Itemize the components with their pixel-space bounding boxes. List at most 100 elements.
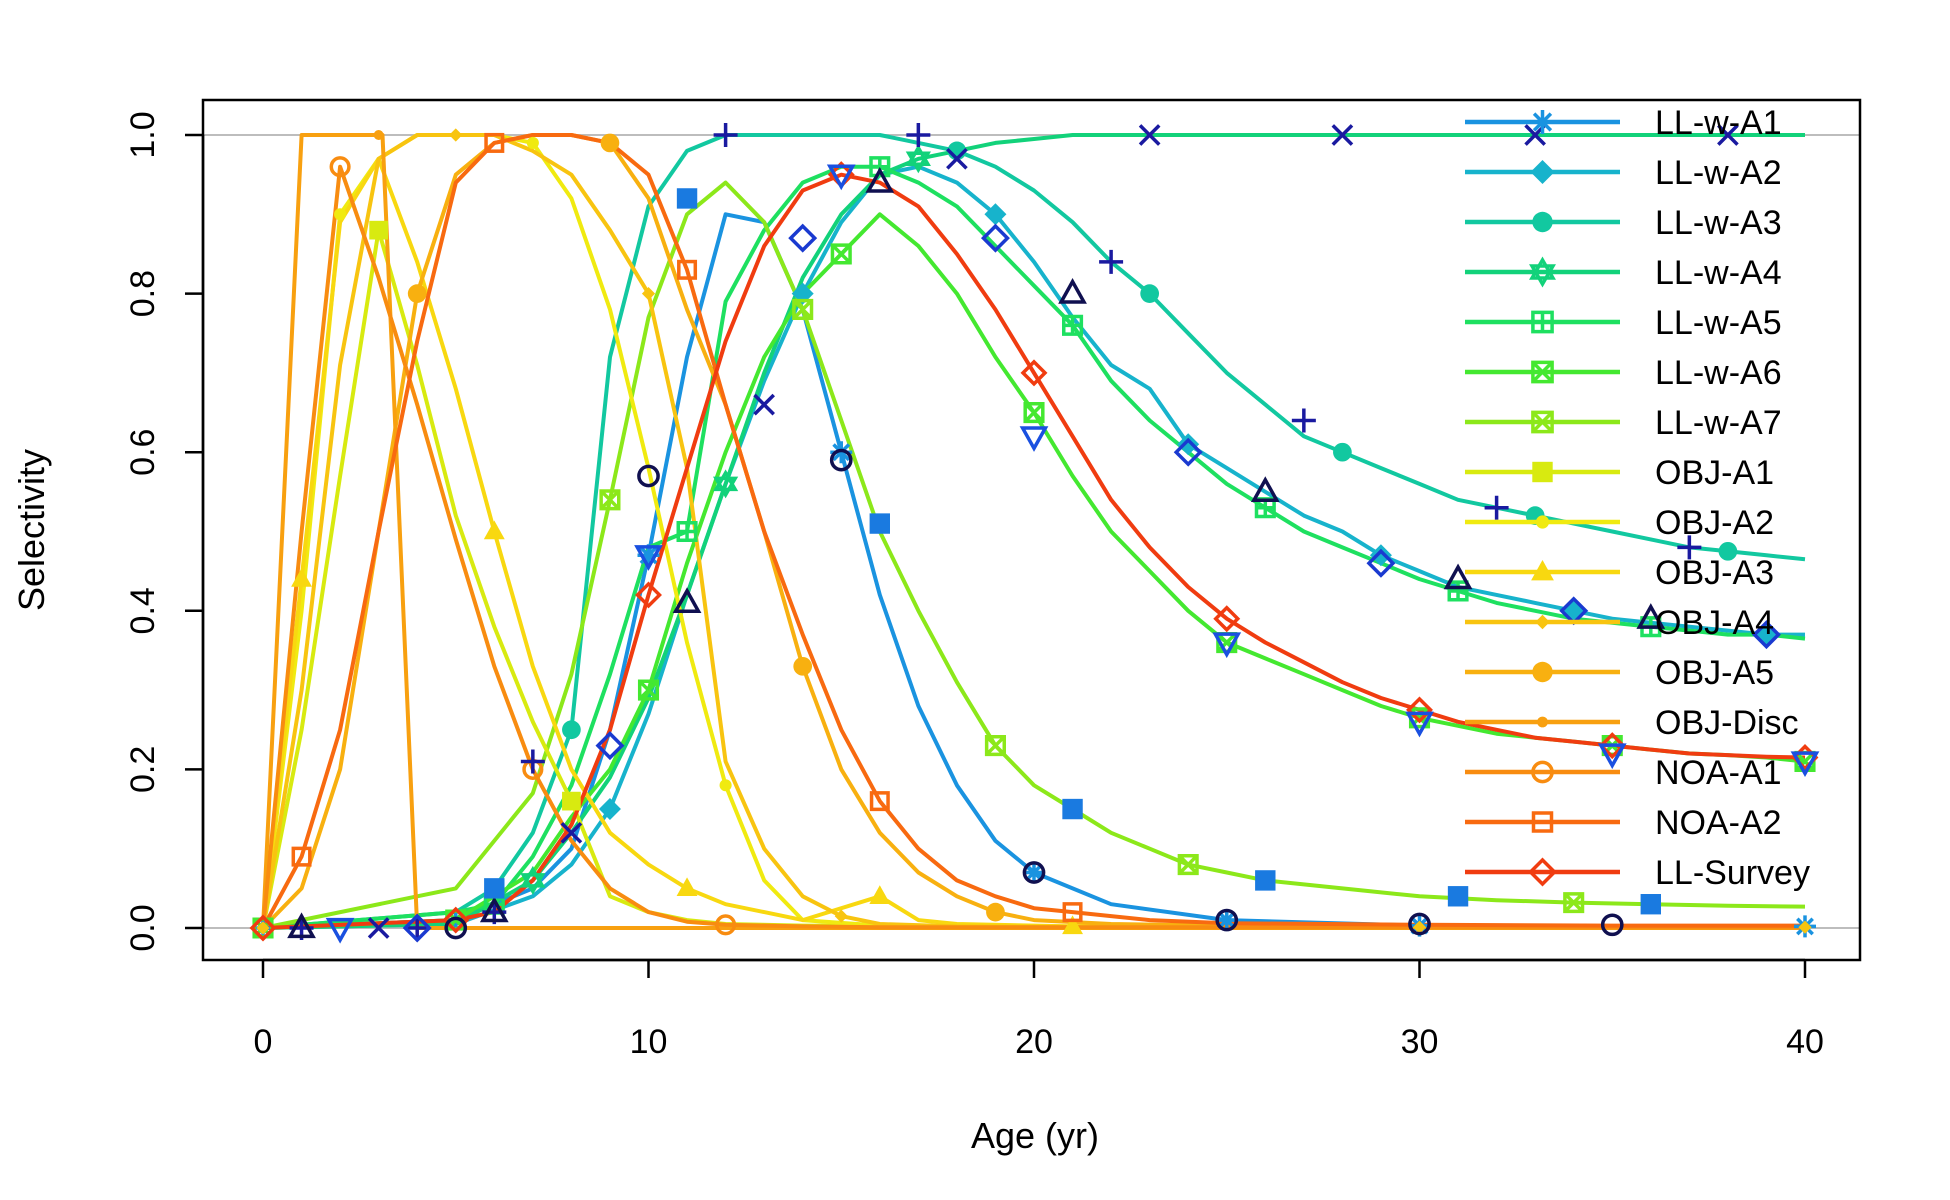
data-point — [637, 544, 660, 567]
legend-marker — [1531, 560, 1554, 581]
legend-label: OBJ-Disc — [1655, 704, 1799, 742]
overlay-point — [1751, 620, 1781, 650]
overlay-circle-open-3 — [444, 448, 1624, 940]
series-markers-obj-a1 — [369, 220, 581, 811]
data-point — [249, 914, 277, 942]
data-point — [329, 156, 351, 178]
overlay-point — [1058, 278, 1087, 304]
data-point — [792, 298, 814, 321]
legend-label: OBJ-A2 — [1655, 504, 1774, 542]
legend-label: OBJ-A3 — [1655, 554, 1774, 592]
y-tick-label: 0.8 — [124, 270, 162, 317]
series-line-ll-w-a5 — [262, 164, 1806, 930]
overlay-point — [1790, 751, 1820, 778]
overlay-point — [520, 749, 545, 774]
legend-marker — [1531, 811, 1554, 833]
overlay-point — [1640, 894, 1661, 915]
data-point — [1215, 909, 1238, 932]
data-point — [677, 259, 698, 280]
x-tick-label: 10 — [630, 1023, 668, 1061]
overlay-point — [560, 822, 583, 844]
x-tick-label: 20 — [1015, 1023, 1053, 1061]
series-line-ll-w-a2 — [262, 164, 1805, 930]
overlay-point — [287, 912, 316, 939]
y-axis: 0.0 0.2 0.4 0.6 0.8 1.0 — [124, 111, 205, 952]
legend-item-ll-w-a1: LL-w-A1 — [1465, 104, 1782, 142]
overlay-point — [1636, 603, 1666, 629]
legend-marker — [1531, 310, 1554, 334]
legend-label: LL-Survey — [1655, 854, 1810, 892]
legend-marker — [1530, 110, 1555, 134]
data-point — [520, 865, 546, 895]
data-point — [449, 128, 463, 142]
overlay-point — [869, 513, 890, 534]
overlay-point — [1255, 870, 1276, 891]
overlay-point — [1138, 124, 1161, 146]
x-tick-label: 30 — [1401, 1023, 1439, 1061]
legend-label: LL-w-A7 — [1655, 404, 1782, 442]
data-point — [256, 921, 270, 935]
data-point — [1062, 902, 1083, 923]
legend-item-obj-disc: OBJ-Disc — [1465, 704, 1799, 742]
overlay-point — [1443, 563, 1473, 590]
overlay-point — [1405, 711, 1434, 738]
data-point — [986, 902, 1005, 922]
legend-label: LL-w-A5 — [1655, 304, 1782, 342]
legend-marker — [1532, 461, 1553, 483]
data-point — [676, 877, 698, 897]
overlay-point — [829, 448, 853, 472]
overlay-point — [1215, 908, 1239, 932]
legend-item-obj-a2: OBJ-A2 — [1465, 504, 1774, 542]
data-point — [984, 203, 1007, 226]
series-markers-noa-a2 — [291, 132, 1083, 923]
legend-marker — [1535, 515, 1550, 529]
data-point — [984, 735, 1006, 757]
legend-item-ll-w-a3: LL-w-A3 — [1465, 204, 1782, 242]
legend-marker — [1535, 614, 1550, 630]
data-point — [869, 885, 891, 904]
legend-label: NOA-A1 — [1655, 754, 1782, 792]
data-point — [712, 469, 739, 499]
y-tick-label: 0.6 — [124, 429, 162, 476]
legend-label: LL-w-A1 — [1655, 104, 1782, 142]
legend-marker — [1528, 857, 1557, 887]
series-markers-ll-w-a4 — [520, 144, 931, 895]
legend-marker — [1532, 661, 1553, 683]
legend-item-ll-w-a5: LL-w-A5 — [1465, 304, 1782, 342]
series-line-ll-survey — [262, 172, 1806, 930]
overlay-point — [1250, 476, 1280, 502]
overlay-point — [672, 587, 702, 614]
legend-item-obj-a5: OBJ-A5 — [1465, 654, 1774, 692]
series-markers-ll-w-a6 — [252, 243, 1816, 939]
data-point — [1447, 580, 1469, 602]
data-point — [869, 791, 890, 812]
legend-item-ll-w-a6: LL-w-A6 — [1465, 354, 1782, 392]
overlay-point — [1099, 249, 1124, 274]
legend-label: OBJ-A4 — [1655, 604, 1774, 642]
legend: LL-w-A1 LL-w-A2 LL-w-A3 LL-w-A4 LL-w-A5 LL-w-… — [1465, 104, 1810, 892]
data-point — [526, 136, 539, 149]
overlay-point — [1447, 886, 1469, 907]
overlay-point — [906, 123, 931, 147]
overlay-point — [1366, 548, 1396, 578]
data-point — [1062, 314, 1084, 336]
data-point — [834, 909, 848, 923]
legend-item-ll-survey: LL-Survey — [1465, 854, 1810, 892]
series-line-obj-a3 — [261, 156, 1805, 930]
data-point — [1023, 402, 1045, 424]
data-point — [599, 489, 621, 511]
overlay-point — [405, 916, 430, 940]
y-tick-label: 1.0 — [124, 111, 162, 158]
legend-item-noa-a2: NOA-A2 — [1465, 804, 1782, 842]
series-line-ll-w-a1 — [262, 212, 1806, 930]
legend-marker — [1532, 211, 1553, 233]
data-point — [1177, 433, 1200, 456]
overlay-point — [1484, 495, 1509, 520]
overlay-point — [826, 164, 856, 191]
data-point — [1412, 920, 1427, 934]
x-tick-label: 40 — [1786, 1023, 1824, 1061]
y-tick-label: 0.4 — [124, 587, 162, 634]
overlay-point — [595, 731, 625, 761]
data-point — [1406, 696, 1433, 724]
series-line-ll-w-a4 — [262, 133, 1805, 930]
